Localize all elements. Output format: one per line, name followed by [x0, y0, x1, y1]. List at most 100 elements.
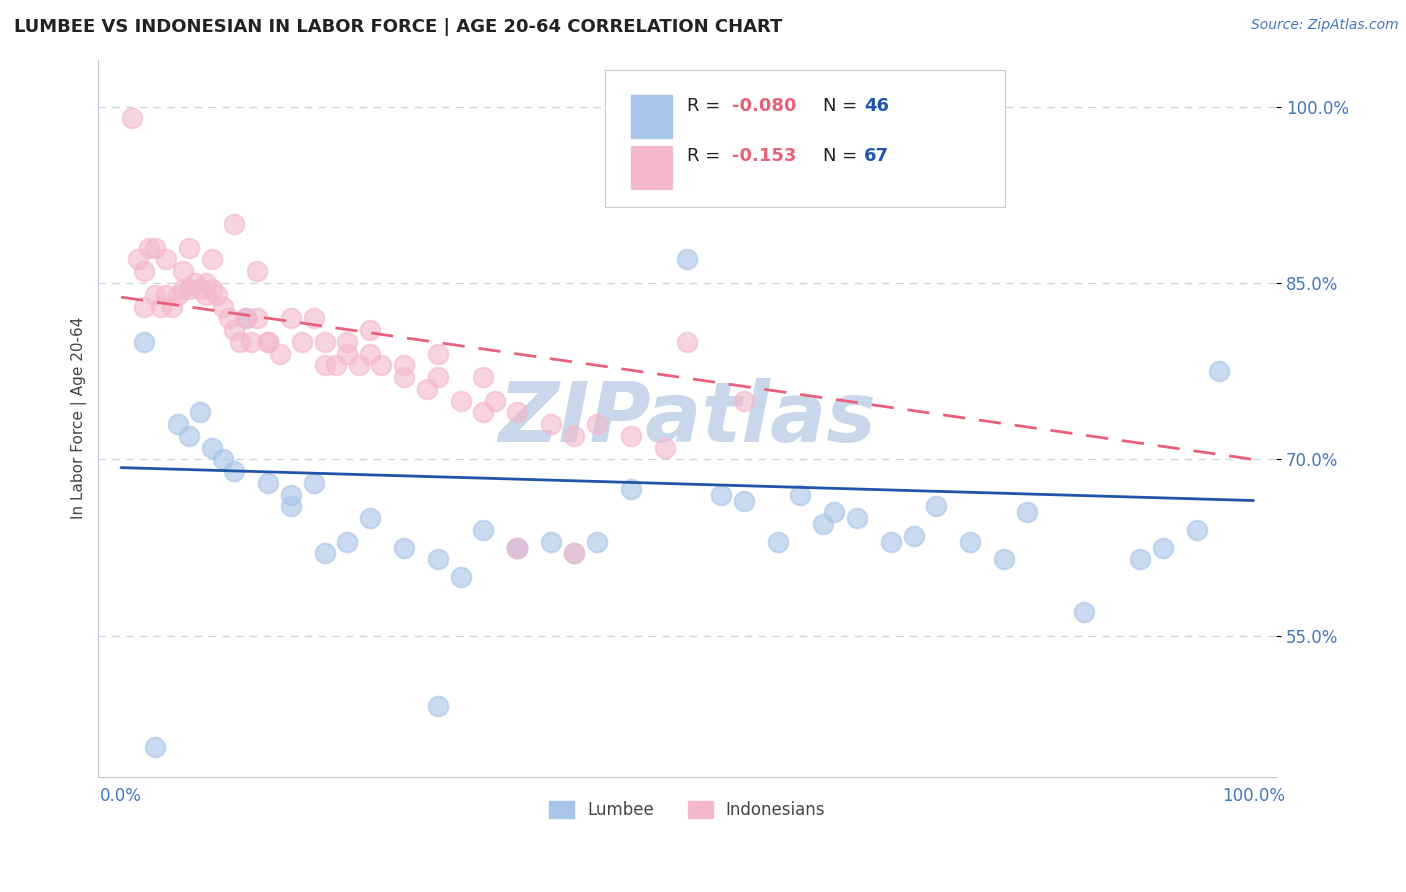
Point	[194, 276, 217, 290]
Point	[359, 323, 381, 337]
Point	[235, 311, 257, 326]
Point	[257, 334, 280, 349]
Point	[314, 546, 336, 560]
Point	[132, 334, 155, 349]
Point	[416, 382, 439, 396]
Point	[166, 287, 188, 301]
FancyBboxPatch shape	[631, 145, 672, 189]
Point	[903, 529, 925, 543]
Point	[370, 359, 392, 373]
Point	[359, 511, 381, 525]
Point	[207, 287, 229, 301]
Point	[200, 282, 222, 296]
Point	[392, 359, 415, 373]
Point	[166, 417, 188, 431]
Point	[472, 370, 495, 384]
Point	[177, 241, 200, 255]
Point	[143, 241, 166, 255]
Legend: Lumbee, Indonesians: Lumbee, Indonesians	[543, 795, 832, 826]
Point	[993, 552, 1015, 566]
Point	[257, 334, 280, 349]
Point	[121, 112, 143, 126]
Point	[224, 323, 246, 337]
Point	[280, 488, 302, 502]
Point	[177, 429, 200, 443]
Point	[789, 488, 811, 502]
Text: R =: R =	[688, 147, 727, 165]
Point	[676, 334, 699, 349]
Point	[314, 334, 336, 349]
Point	[224, 464, 246, 478]
Point	[733, 393, 755, 408]
Point	[766, 534, 789, 549]
Point	[472, 405, 495, 419]
Point	[733, 493, 755, 508]
Text: 67: 67	[863, 147, 889, 165]
Point	[959, 534, 981, 549]
Point	[280, 500, 302, 514]
Point	[506, 541, 529, 555]
Point	[160, 300, 183, 314]
Point	[585, 417, 607, 431]
Point	[224, 217, 246, 231]
Point	[484, 393, 506, 408]
Text: -0.080: -0.080	[733, 97, 796, 115]
Text: N =: N =	[823, 147, 863, 165]
Point	[427, 370, 450, 384]
Point	[540, 534, 562, 549]
Point	[188, 282, 211, 296]
Point	[654, 441, 676, 455]
Point	[880, 534, 903, 549]
Point	[172, 264, 194, 278]
Point	[138, 241, 160, 255]
Text: Source: ZipAtlas.com: Source: ZipAtlas.com	[1251, 18, 1399, 32]
Point	[155, 287, 177, 301]
Point	[172, 282, 194, 296]
Point	[280, 311, 302, 326]
Point	[127, 252, 149, 267]
Point	[540, 417, 562, 431]
Point	[132, 300, 155, 314]
Point	[562, 546, 585, 560]
Point	[314, 359, 336, 373]
Point	[200, 252, 222, 267]
Point	[188, 405, 211, 419]
Point	[212, 452, 235, 467]
Point	[143, 287, 166, 301]
Point	[1185, 523, 1208, 537]
Point	[676, 252, 699, 267]
Point	[823, 505, 845, 519]
Point	[336, 346, 359, 360]
Text: 46: 46	[863, 97, 889, 115]
FancyBboxPatch shape	[631, 95, 672, 138]
Point	[200, 441, 222, 455]
Point	[183, 276, 205, 290]
Point	[149, 300, 172, 314]
Point	[450, 570, 472, 584]
Point	[177, 282, 200, 296]
Point	[229, 334, 252, 349]
Point	[246, 311, 269, 326]
Point	[155, 252, 177, 267]
Text: R =: R =	[688, 97, 727, 115]
Point	[143, 740, 166, 755]
Point	[392, 541, 415, 555]
Point	[427, 552, 450, 566]
Y-axis label: In Labor Force | Age 20-64: In Labor Force | Age 20-64	[72, 317, 87, 519]
Point	[1015, 505, 1038, 519]
Point	[427, 346, 450, 360]
Point	[235, 311, 257, 326]
Point	[257, 475, 280, 490]
Point	[1152, 541, 1174, 555]
Point	[1073, 605, 1095, 619]
Point	[562, 429, 585, 443]
Text: N =: N =	[823, 97, 863, 115]
Point	[325, 359, 347, 373]
Text: ZIPatlas: ZIPatlas	[498, 377, 876, 458]
Point	[472, 523, 495, 537]
Point	[925, 500, 948, 514]
FancyBboxPatch shape	[605, 70, 1005, 207]
Point	[302, 475, 325, 490]
Point	[846, 511, 869, 525]
Point	[359, 346, 381, 360]
